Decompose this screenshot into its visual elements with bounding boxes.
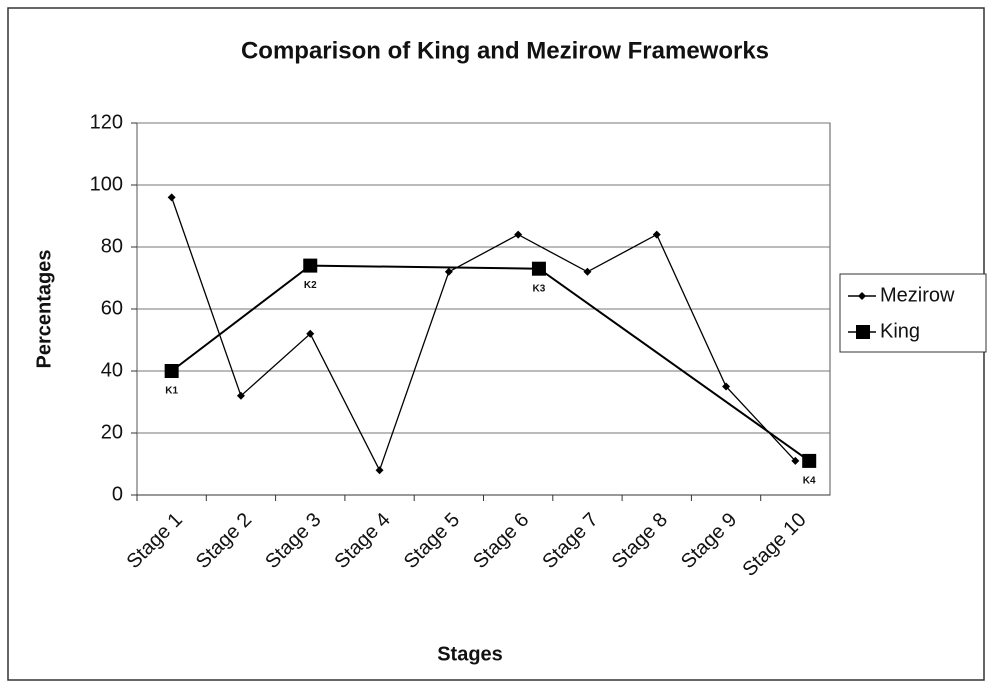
legend-marker (858, 292, 866, 300)
y-tick-label: 60 (101, 297, 123, 319)
y-tick-label: 80 (101, 235, 123, 257)
x-axis-label: Stages (437, 643, 503, 665)
y-tick-label: 0 (112, 483, 123, 505)
y-tick-label: 100 (90, 173, 123, 195)
chart-border (7, 7, 985, 681)
series-line (171, 197, 796, 472)
chart-title: Comparison of King and Mezirow Framework… (241, 37, 769, 64)
point (722, 382, 731, 391)
y-tick-label: 20 (101, 421, 123, 443)
point-label: K1 (165, 386, 178, 397)
point-label: K2 (304, 280, 317, 291)
point (802, 453, 817, 468)
y-tick-label: 40 (101, 359, 123, 381)
point (303, 258, 318, 273)
legend-marker (856, 325, 870, 339)
point (514, 230, 523, 239)
point (531, 261, 546, 276)
y-tick-label: 120 (90, 111, 123, 133)
legend-label: King (880, 320, 920, 342)
point (375, 466, 384, 475)
point (583, 267, 592, 276)
series-line (171, 264, 810, 462)
point (164, 364, 179, 378)
point (652, 230, 661, 239)
point (306, 329, 315, 338)
point (167, 193, 176, 202)
point-label: K4 (803, 476, 816, 487)
point-label: K3 (533, 283, 546, 294)
point (791, 456, 800, 465)
legend-label: Mezirow (880, 284, 955, 306)
y-axis-label: Percentages (33, 250, 55, 369)
point (236, 391, 245, 400)
point (444, 267, 453, 276)
